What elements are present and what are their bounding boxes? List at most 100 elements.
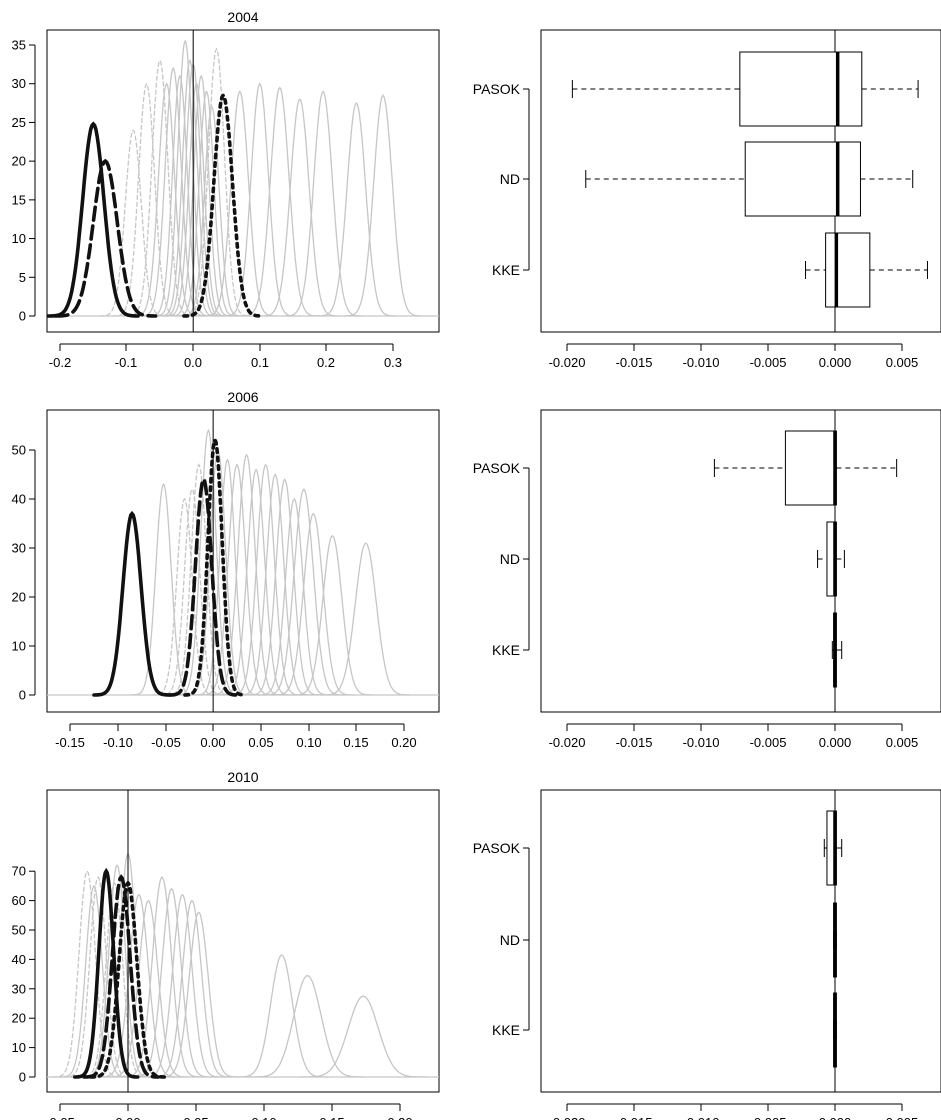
box-pasok [571, 51, 919, 127]
x-tick-label: 0.005 [886, 735, 919, 750]
box-nd [585, 141, 914, 217]
y-tick-label: 25 [12, 115, 26, 130]
x-tick-label: 0.20 [387, 1115, 412, 1120]
y-tick-label: 10 [12, 639, 26, 654]
iqr-box [744, 141, 861, 217]
category-label: KKE [492, 1022, 520, 1038]
background-density-curve [107, 899, 190, 1078]
x-tick-label: 0.000 [819, 735, 852, 750]
y-tick-label: 10 [12, 231, 26, 246]
background-density-curve [99, 129, 168, 317]
box-kke [831, 612, 843, 688]
background-density-curve [263, 488, 345, 696]
y-tick-label: 0 [19, 1070, 26, 1085]
density-curves [47, 30, 439, 332]
y-tick-label: 20 [12, 1011, 26, 1026]
x-tick-label: 0.1 [251, 355, 269, 370]
background-density-curve [153, 39, 217, 317]
highlighted-density-solid [73, 867, 140, 1079]
background-density-curve [151, 899, 233, 1078]
background-density-curve [166, 463, 232, 696]
x-tick-label: 0.15 [319, 1115, 344, 1120]
highlighted-density-solid [92, 510, 172, 697]
background-density-curve [121, 876, 203, 1078]
x-tick-label: 0.2 [317, 355, 335, 370]
plot-frame [46, 29, 440, 333]
y-tick-label: 30 [12, 541, 26, 556]
x-tick-label: 0.005 [886, 1115, 919, 1120]
density-curves [47, 410, 439, 712]
boxplot-panel-2004: PASOK ND KKE -0.020 -0.015 -0.010 -0.005 0.000 0… [473, 29, 941, 370]
plot-frame [540, 789, 941, 1093]
x-tick-label: -0.005 [750, 355, 787, 370]
background-density-curve [291, 534, 374, 696]
x-tick-label: 0.00 [200, 735, 225, 750]
box-pasok [713, 430, 898, 506]
plot-frame [46, 789, 440, 1093]
x-tick-label: -0.015 [616, 355, 653, 370]
background-density-curve [202, 90, 277, 317]
plot-frame [46, 409, 440, 713]
y-tick-label: 50 [12, 443, 26, 458]
y-tick-label: 70 [12, 864, 26, 879]
background-density-curve [139, 66, 208, 317]
x-tick-label: -0.015 [616, 1115, 653, 1120]
x-tick-label: -0.05 [45, 1115, 75, 1120]
highlighted-density-dashed [53, 158, 158, 318]
box-kke [833, 992, 837, 1068]
x-tick-label: 0.10 [251, 1115, 276, 1120]
y-tick-label: 40 [12, 492, 26, 507]
background-density-curve [175, 90, 238, 317]
box-pasok [823, 810, 843, 886]
x-tick-label: -0.10 [103, 735, 133, 750]
x-tick-label: 0.15 [343, 735, 368, 750]
density-curves [47, 790, 439, 1092]
x-tick-label: 0.05 [183, 1115, 208, 1120]
panel-title: 2006 [227, 389, 258, 405]
boxplots [571, 30, 928, 332]
category-label: KKE [492, 262, 520, 278]
background-density-curve [180, 105, 244, 317]
boxplot-panel-2006: PASOK ND KKE -0.020 -0.015 -0.010 -0.005 0.000 0… [473, 409, 941, 750]
x-tick-label: -0.05 [151, 735, 181, 750]
y-tick-label: 10 [12, 1040, 26, 1055]
y-tick-label: 15 [12, 192, 26, 207]
background-density-curve [316, 102, 397, 317]
x-tick-label: 0.000 [819, 1115, 852, 1120]
y-tick-label: 60 [12, 893, 26, 908]
y-tick-label: 5 [19, 270, 26, 285]
background-density-curve [141, 893, 224, 1078]
x-tick-label: -0.2 [49, 355, 71, 370]
background-density-curve [257, 497, 331, 696]
box-nd [833, 902, 837, 978]
boxplots [713, 410, 898, 712]
background-density-curve [249, 974, 366, 1078]
background-density-curve [165, 82, 228, 317]
x-tick-label: 0.20 [391, 735, 416, 750]
category-label: PASOK [473, 81, 521, 97]
iqr-box [784, 430, 837, 506]
x-tick-label: -0.020 [549, 1115, 586, 1120]
box-kke [805, 232, 928, 308]
x-tick-label: -0.015 [616, 735, 653, 750]
x-tick-label: -0.005 [750, 735, 787, 750]
highlighted-density-dotted [89, 880, 167, 1079]
background-density-curve [130, 483, 197, 696]
category-label: PASOK [473, 840, 521, 856]
highlighted-density-solid [47, 121, 140, 318]
background-density-curve [321, 542, 411, 696]
background-density-curve [182, 47, 251, 317]
x-tick-label: -0.15 [55, 735, 85, 750]
category-label: ND [500, 551, 520, 567]
highlighted-density-dashed [82, 874, 161, 1079]
highlighted-density-dotted [182, 92, 265, 318]
box-nd [817, 521, 845, 597]
y-tick-label: 50 [12, 923, 26, 938]
y-tick-label: 30 [12, 981, 26, 996]
x-tick-label: -0.020 [549, 355, 586, 370]
background-density-curve [158, 58, 222, 317]
background-density-curve [235, 954, 329, 1078]
density-panel-2004: 2004 -0.2 -0.1 0.0 0.1 0.2 0.3 0 5 10 15 20 25 30 35 [12, 9, 440, 370]
background-density-curve [194, 458, 261, 696]
